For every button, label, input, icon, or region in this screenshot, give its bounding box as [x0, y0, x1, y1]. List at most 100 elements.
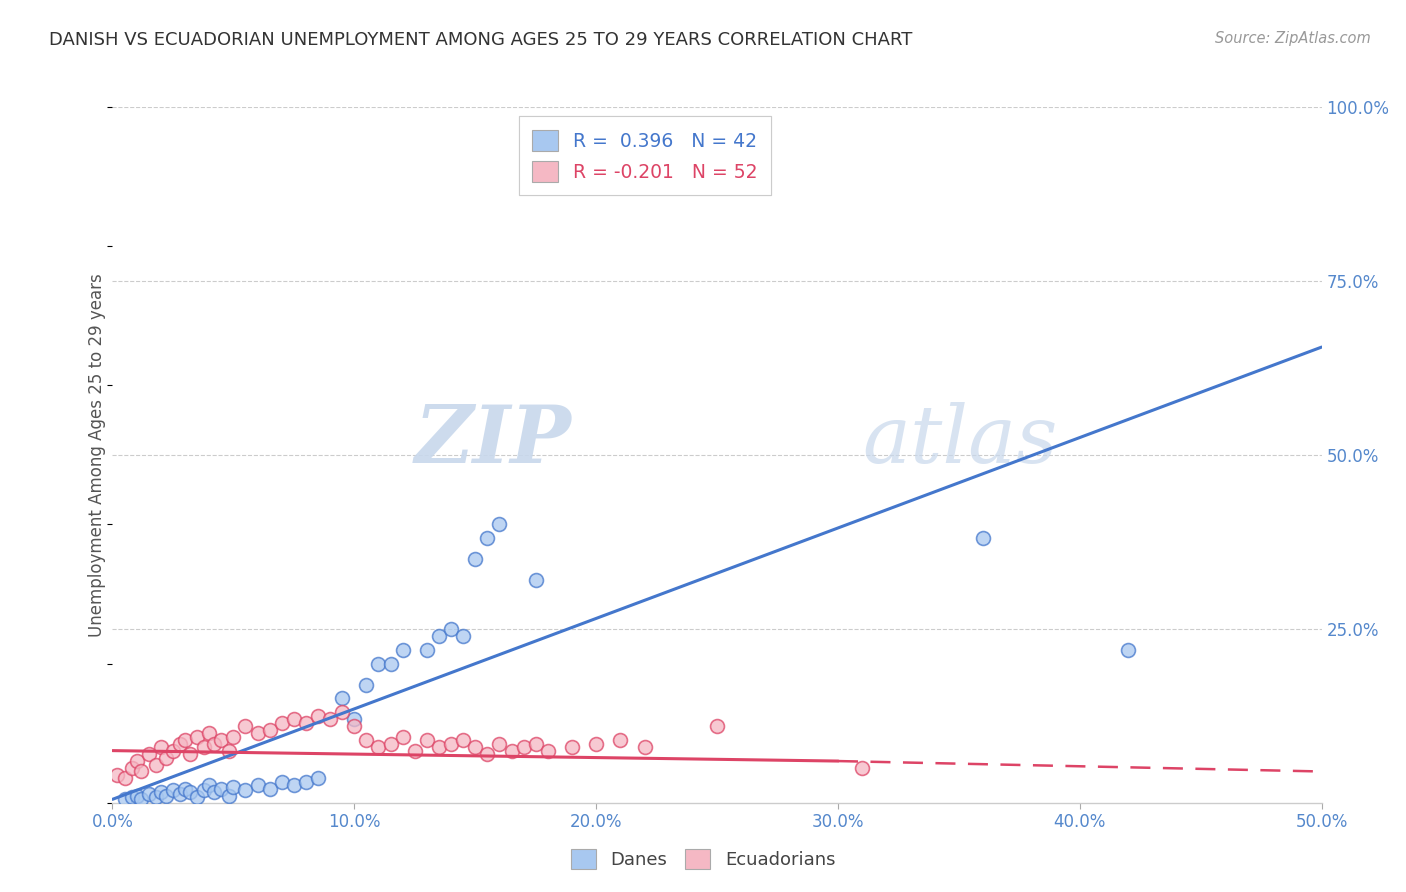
- Point: [307, 708, 329, 723]
- Point: [149, 740, 172, 755]
- Point: [330, 691, 353, 706]
- Point: [145, 757, 167, 772]
- Point: [427, 629, 450, 643]
- Point: [186, 790, 208, 805]
- Point: [380, 657, 402, 671]
- Point: [451, 629, 474, 643]
- Point: [391, 642, 413, 657]
- Point: [343, 719, 366, 733]
- Point: [105, 768, 128, 782]
- Point: [633, 740, 655, 755]
- Point: [131, 792, 153, 806]
- Point: [198, 778, 221, 792]
- Point: [524, 737, 547, 751]
- Point: [270, 775, 292, 789]
- Point: [416, 642, 439, 657]
- Point: [131, 764, 153, 779]
- Point: [451, 733, 474, 747]
- Point: [179, 747, 201, 761]
- Point: [270, 715, 292, 730]
- Text: Source: ZipAtlas.com: Source: ZipAtlas.com: [1215, 31, 1371, 46]
- Point: [283, 712, 305, 726]
- Point: [416, 733, 439, 747]
- Point: [138, 788, 160, 802]
- Point: [488, 517, 510, 532]
- Point: [283, 778, 305, 792]
- Point: [246, 778, 269, 792]
- Point: [343, 712, 366, 726]
- Point: [972, 532, 994, 546]
- Point: [259, 723, 281, 737]
- Point: [202, 785, 225, 799]
- Point: [488, 737, 510, 751]
- Point: [121, 761, 143, 775]
- Point: [477, 532, 499, 546]
- Point: [512, 740, 534, 755]
- Point: [198, 726, 221, 740]
- Point: [162, 744, 184, 758]
- Point: [235, 719, 257, 733]
- Point: [155, 789, 177, 803]
- Point: [222, 730, 245, 744]
- Point: [1116, 642, 1139, 657]
- Point: [209, 781, 232, 796]
- Point: [524, 573, 547, 587]
- Point: [367, 740, 389, 755]
- Point: [319, 712, 342, 726]
- Point: [114, 772, 136, 786]
- Point: [501, 744, 523, 758]
- Text: ZIP: ZIP: [415, 402, 572, 480]
- Point: [330, 706, 353, 720]
- Point: [440, 622, 463, 636]
- Point: [169, 788, 191, 802]
- Point: [561, 740, 583, 755]
- Point: [209, 733, 232, 747]
- Point: [121, 790, 143, 805]
- Point: [356, 733, 378, 747]
- Point: [464, 552, 486, 566]
- Point: [169, 737, 191, 751]
- Point: [404, 744, 426, 758]
- Point: [125, 789, 148, 803]
- Point: [149, 785, 172, 799]
- Point: [706, 719, 728, 733]
- Point: [609, 733, 631, 747]
- Point: [259, 781, 281, 796]
- Point: [202, 737, 225, 751]
- Point: [851, 761, 873, 775]
- Point: [367, 657, 389, 671]
- Point: [174, 733, 197, 747]
- Point: [235, 783, 257, 797]
- Point: [222, 780, 245, 795]
- Y-axis label: Unemployment Among Ages 25 to 29 years: Unemployment Among Ages 25 to 29 years: [87, 273, 105, 637]
- Point: [295, 775, 318, 789]
- Point: [145, 790, 167, 805]
- Point: [391, 730, 413, 744]
- Point: [427, 740, 450, 755]
- Point: [218, 789, 240, 803]
- Point: [193, 740, 215, 755]
- Point: [114, 792, 136, 806]
- Point: [193, 783, 215, 797]
- Text: DANISH VS ECUADORIAN UNEMPLOYMENT AMONG AGES 25 TO 29 YEARS CORRELATION CHART: DANISH VS ECUADORIAN UNEMPLOYMENT AMONG …: [49, 31, 912, 49]
- Legend: R =  0.396   N = 42, R = -0.201   N = 52: R = 0.396 N = 42, R = -0.201 N = 52: [519, 117, 770, 195]
- Point: [155, 750, 177, 764]
- Point: [179, 785, 201, 799]
- Point: [295, 715, 318, 730]
- Point: [138, 747, 160, 761]
- Point: [162, 783, 184, 797]
- Point: [218, 744, 240, 758]
- Point: [585, 737, 607, 751]
- Point: [186, 730, 208, 744]
- Point: [356, 677, 378, 691]
- Legend: Danes, Ecuadorians: Danes, Ecuadorians: [561, 839, 845, 879]
- Point: [380, 737, 402, 751]
- Point: [246, 726, 269, 740]
- Point: [307, 772, 329, 786]
- Point: [174, 781, 197, 796]
- Text: atlas: atlas: [862, 402, 1057, 480]
- Point: [125, 754, 148, 768]
- Point: [477, 747, 499, 761]
- Point: [440, 737, 463, 751]
- Point: [537, 744, 560, 758]
